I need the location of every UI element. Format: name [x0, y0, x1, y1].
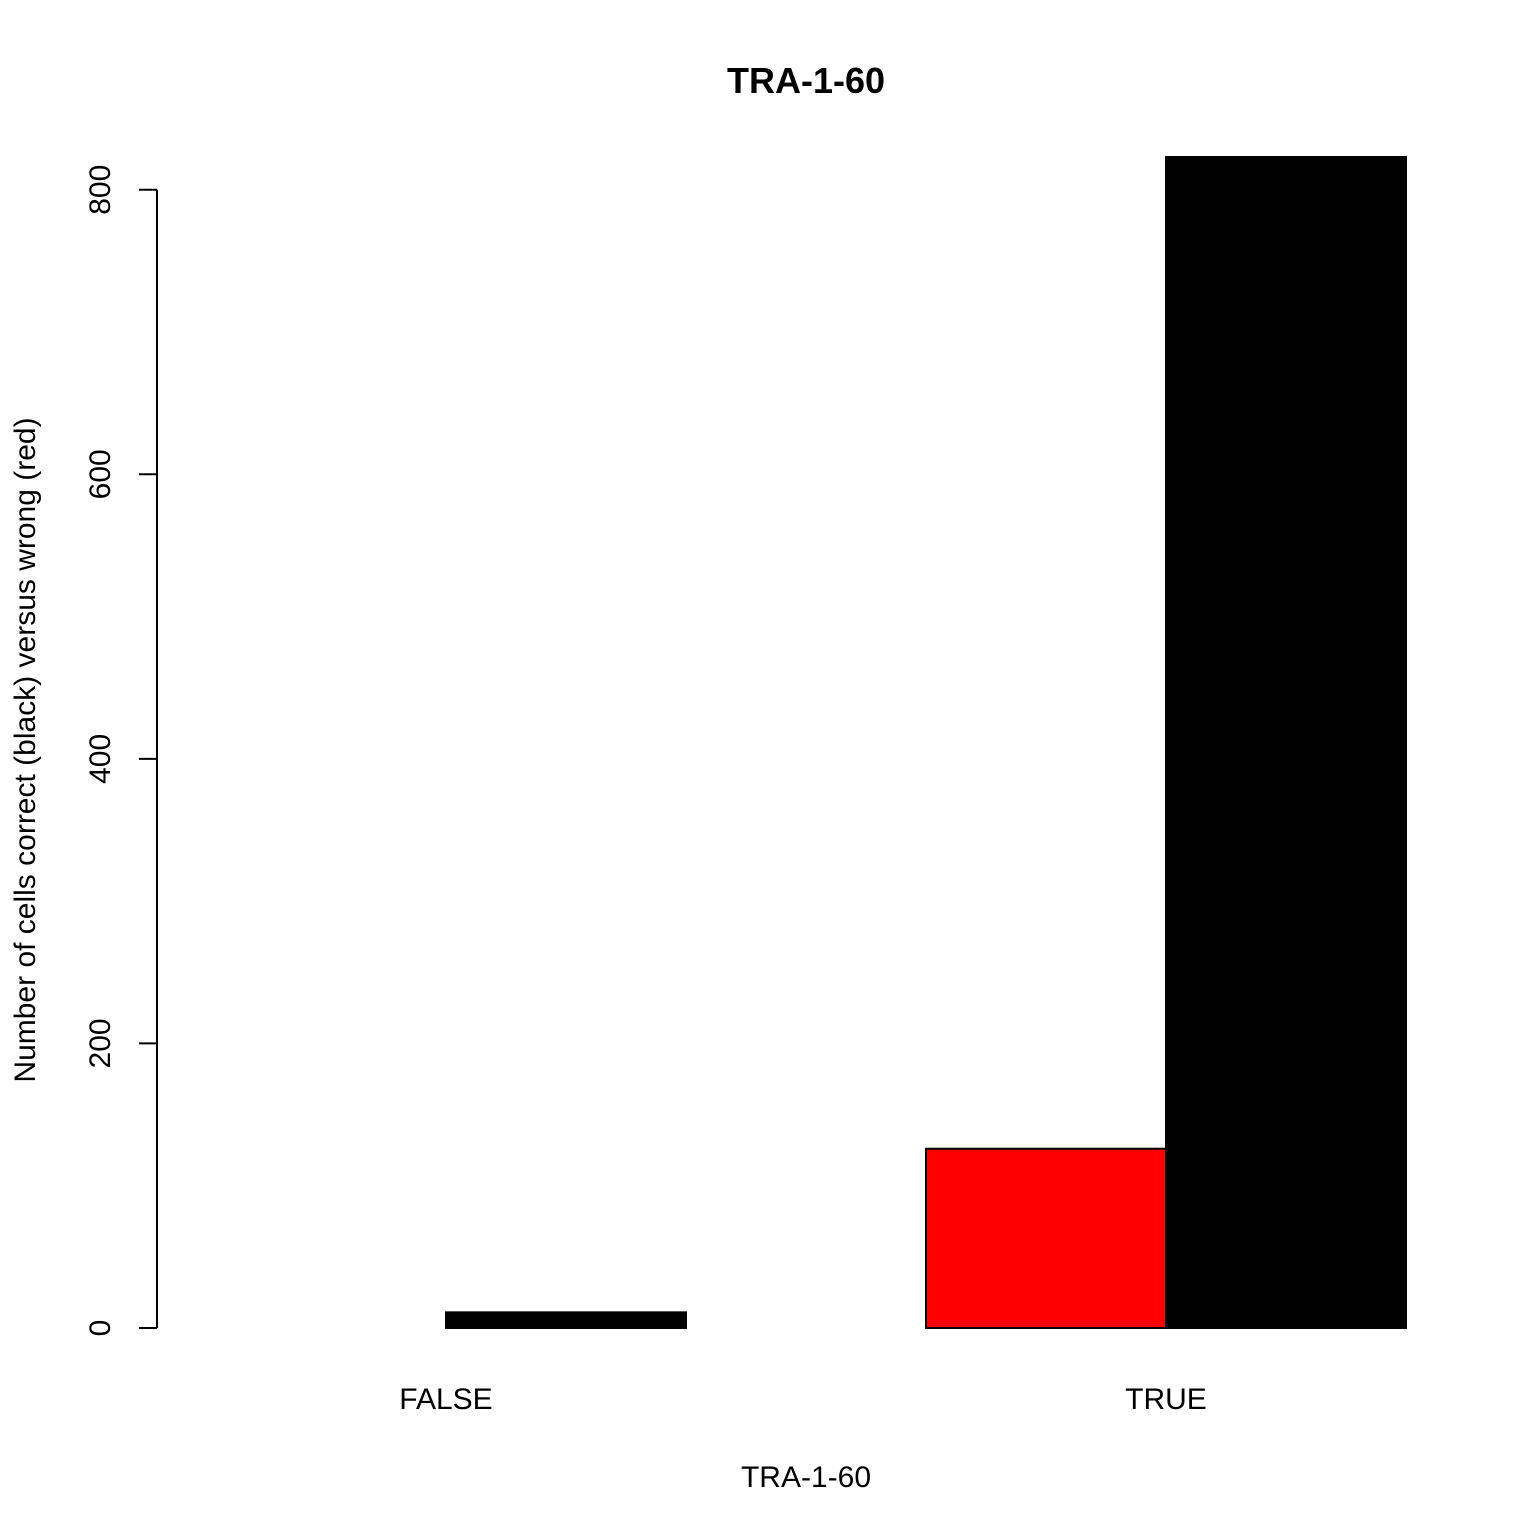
bar-true-series-2: [1165, 156, 1407, 1329]
y-tick-label: 0: [84, 1320, 117, 1337]
chart-title: TRA-1-60: [727, 60, 885, 101]
bars-group: [445, 156, 1407, 1330]
bar-false-series-2: [445, 1311, 687, 1330]
y-tick-label: 600: [84, 449, 117, 499]
x-axis-label: TRA-1-60: [741, 1461, 871, 1494]
y-tick-label: 800: [84, 165, 117, 215]
y-axis: 0 200 400 600 800: [84, 165, 158, 1337]
x-axis: FALSE TRUE: [399, 1383, 1207, 1416]
x-tick-label-true: TRUE: [1125, 1383, 1207, 1416]
bar-true-series-1: [925, 1147, 1167, 1330]
y-tick-label: 200: [84, 1018, 117, 1068]
y-axis-label: Number of cells correct (black) versus w…: [9, 417, 42, 1082]
x-tick-label-false: FALSE: [399, 1383, 492, 1416]
y-tick-label: 400: [84, 734, 117, 784]
